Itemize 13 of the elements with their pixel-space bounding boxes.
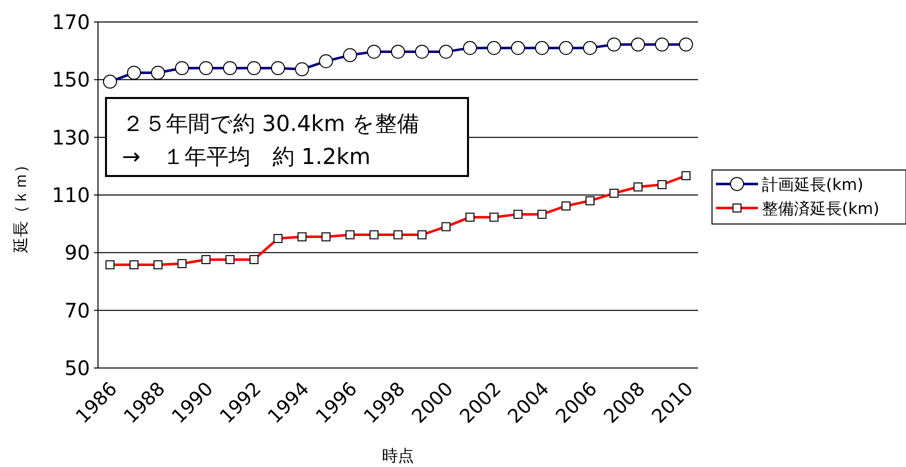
y-tick-label: 170 [52,10,90,34]
annotation: → １年平均 約 1.2km [122,145,371,170]
y-tick-label: 70 [64,298,90,322]
y-axis-title: 延長（ｋｍ） [11,157,30,254]
y-tick-label: 90 [64,240,90,265]
y-tick-label: 150 [52,68,90,92]
legend-label: 整備済延長(km) [762,199,880,218]
x-axis-title: 時点 [382,446,414,465]
y-tick-label: 110 [52,183,90,207]
y-tick-label: 130 [52,125,90,150]
legend-label: 計画延長(km) [762,175,864,194]
y-tick-label: 50 [64,356,90,380]
annotation: ２５年間で約 30.4km を整備 [122,112,420,137]
